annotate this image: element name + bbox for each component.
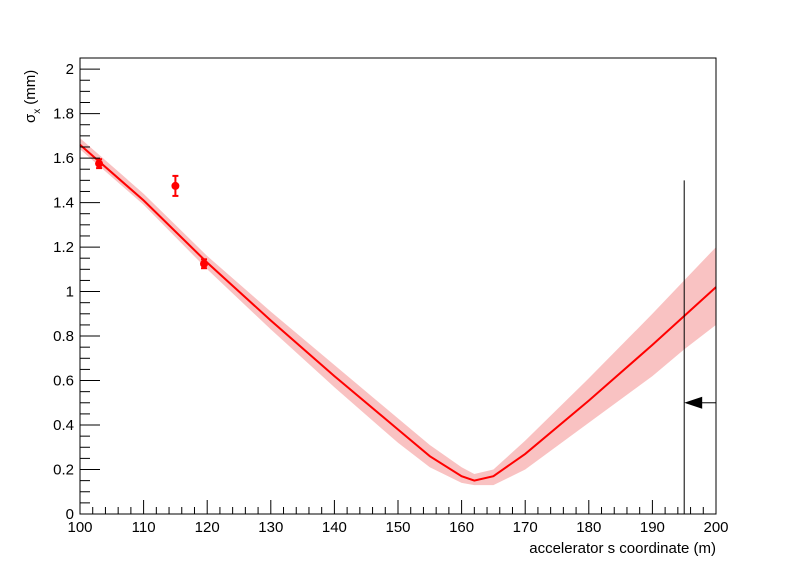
y-axis-title-unit: (mm) bbox=[22, 70, 39, 105]
y-tick-label: 0.6 bbox=[53, 373, 74, 390]
x-tick-label: 200 bbox=[703, 519, 728, 536]
x-tick-label: 150 bbox=[385, 519, 410, 536]
y-tick-label: 0.2 bbox=[53, 462, 74, 479]
x-tick-label: 120 bbox=[195, 519, 220, 536]
fit-curve-layer bbox=[79, 144, 717, 482]
x-tick-label: 130 bbox=[258, 519, 283, 536]
y-tick-label: 1.4 bbox=[53, 195, 74, 212]
data-point bbox=[171, 174, 180, 197]
x-tick-label: 100 bbox=[67, 519, 92, 536]
y-axis-title-subscript: x bbox=[32, 109, 43, 114]
data-point-marker bbox=[171, 181, 180, 190]
x-axis-ticks: 100 110 120 130 140 150 160 170 180 190 200 bbox=[67, 500, 729, 536]
y-tick-label: 1.2 bbox=[53, 239, 74, 256]
fit-curve bbox=[79, 144, 717, 482]
y-tick-label: 1 bbox=[66, 284, 74, 301]
y-axis-title-symbol: σ bbox=[22, 113, 39, 123]
x-tick-label: 140 bbox=[322, 519, 347, 536]
x-tick-label: 160 bbox=[449, 519, 474, 536]
y-tick-label: 2 bbox=[66, 61, 74, 78]
y-tick-label: 0 bbox=[66, 506, 74, 523]
y-tick-label: 1.6 bbox=[53, 150, 74, 167]
x-axis-title: accelerator s coordinate (m) bbox=[529, 540, 716, 557]
y-tick-label: 1.8 bbox=[53, 106, 74, 123]
data-point bbox=[95, 158, 104, 170]
data-point-marker bbox=[95, 159, 104, 168]
y-axis-ticks: 0 0.2 0.4 0.6 0.8 1 1.2 1.4 1.6 1.8 2 bbox=[53, 57, 100, 523]
data-point-marker bbox=[200, 259, 209, 268]
data-point bbox=[200, 258, 209, 270]
y-axis-title: σx (mm) bbox=[22, 70, 43, 123]
arrow-head bbox=[684, 396, 703, 409]
y-tick-label: 0.8 bbox=[53, 328, 74, 345]
annotation-layer bbox=[683, 180, 716, 514]
data-points-layer bbox=[95, 158, 209, 270]
x-tick-label: 170 bbox=[513, 519, 538, 536]
x-tick-label: 190 bbox=[640, 519, 665, 536]
y-tick-label: 0.4 bbox=[53, 417, 74, 434]
x-tick-label: 110 bbox=[132, 519, 156, 536]
x-tick-label: 180 bbox=[576, 519, 601, 536]
